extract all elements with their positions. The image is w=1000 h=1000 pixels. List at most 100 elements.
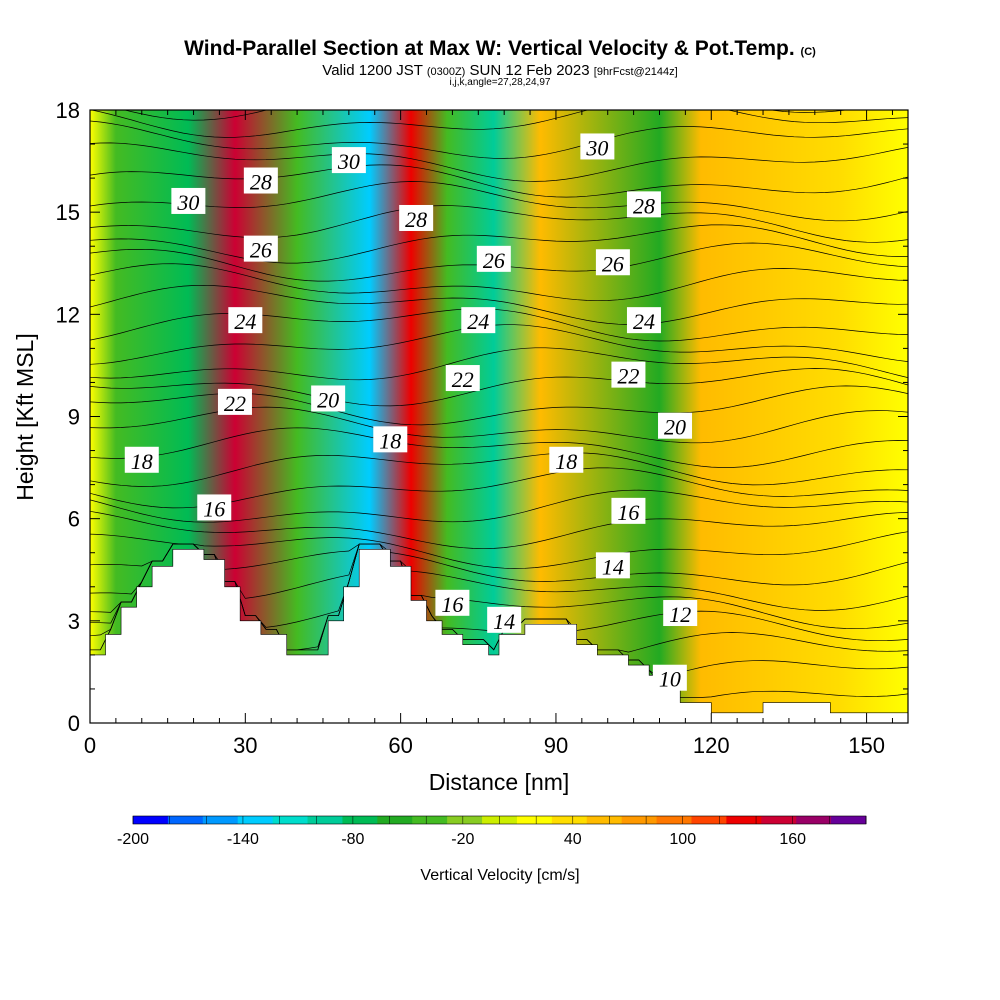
contour-label-bg — [399, 204, 434, 231]
colorbar-tick-label: 40 — [564, 831, 582, 848]
chart-indices: i,j,k,angle=27,28,24,97 — [449, 77, 551, 88]
colorbar-swatch — [133, 816, 169, 824]
contour-label-text: 12 — [669, 602, 691, 627]
colorbar-swatch — [551, 816, 588, 824]
contour-label-text: 26 — [602, 251, 624, 276]
contour-label-text: 10 — [659, 667, 681, 692]
contour-label: 18 — [373, 426, 408, 453]
y-tick-label: 15 — [56, 200, 80, 225]
contour-label-bg — [626, 191, 661, 218]
contour-label-bg — [595, 249, 630, 276]
contour-label-bg — [171, 187, 206, 214]
contour-label: 24 — [228, 307, 263, 334]
valid-date: SUN 12 Feb 2023 — [469, 62, 590, 79]
colorbar-tick-label: 100 — [669, 831, 696, 848]
contour-label-text: 24 — [234, 309, 256, 334]
contour-label-bg — [658, 412, 693, 439]
contour-label-bg — [217, 388, 252, 415]
contour-label-text: 22 — [224, 391, 246, 416]
y-tick-label: 12 — [56, 302, 80, 327]
axes: 0 30 60 90 120 150 0 3 6 9 12 15 18 — [56, 98, 908, 758]
colorbar-swatch — [656, 816, 692, 824]
contour-label-bg — [228, 307, 263, 334]
contour-labels: 30 28 26 24 22 20 18 16 30 28 18 26 24 22 16 14 30 28 26 24… — [124, 133, 698, 692]
chart-title: Wind-Parallel Section at Max W: Vertical… — [184, 37, 816, 60]
colorbar-swatch — [167, 816, 204, 824]
colorbar-tick-label: -20 — [451, 831, 474, 848]
colorbar-swatch — [831, 816, 867, 824]
contour-label-text: 28 — [405, 207, 427, 232]
contour-label-bg — [487, 606, 522, 633]
contour-label: 20 — [658, 412, 693, 440]
contour-label-bg — [243, 167, 278, 194]
contour-label: 14 — [595, 552, 630, 579]
theta-contour — [90, 224, 908, 264]
contour-label-text: 28 — [633, 193, 655, 218]
contour-label-bg — [435, 589, 470, 616]
contour-label-text: 26 — [250, 238, 272, 263]
theta-contour — [90, 142, 908, 182]
contour-label-bg — [197, 494, 232, 521]
colorbar-swatch — [691, 816, 727, 824]
theta-contour — [90, 347, 908, 381]
valid-utc: (0300Z) — [426, 66, 466, 78]
contour-label-text: 30 — [585, 135, 608, 160]
colorbar-tick-label: -140 — [227, 831, 259, 848]
theta-contour — [90, 110, 908, 138]
y-tick-label: 0 — [68, 711, 80, 736]
contour-label: 22 — [445, 365, 480, 392]
colorbar-swatch — [621, 816, 658, 824]
contour-label: 28 — [243, 167, 278, 195]
contour-label-bg — [611, 361, 646, 388]
contour-label-bg — [311, 385, 346, 412]
contour-label-text: 18 — [555, 449, 577, 474]
theta-contour — [90, 120, 908, 159]
valid-time: Valid 1200 JST — [322, 62, 423, 79]
theta-contour — [90, 284, 908, 325]
colorbar-swatch — [342, 816, 378, 824]
colorbar-swatch — [377, 816, 413, 824]
contour-label: 30 — [580, 133, 615, 160]
contour-label: 22 — [217, 388, 252, 416]
contour-label: 18 — [549, 446, 584, 474]
theta-contour — [90, 489, 908, 523]
x-tick-label: 30 — [233, 733, 257, 758]
theta-contour — [90, 368, 908, 407]
y-axis-label: Height [Kft MSL] — [12, 333, 38, 500]
contour-label-text: 26 — [483, 248, 505, 273]
contour-label: 10 — [652, 664, 687, 692]
plot-area: 30 28 26 24 22 20 18 16 30 28 18 26 24 22 16 14 30 28 26 24… — [90, 110, 908, 723]
contour-label-bg — [373, 426, 408, 453]
colorbar-swatch — [307, 816, 343, 824]
contour-label-bg — [331, 147, 366, 174]
colorbar-swatch — [796, 816, 832, 824]
contour-label: 28 — [399, 204, 434, 232]
contour-label: 26 — [595, 249, 630, 276]
colorbar-swatch — [447, 816, 483, 824]
contour-label-text: 20 — [664, 415, 686, 440]
contour-label-text: 18 — [379, 428, 401, 453]
colorbar-swatch — [412, 816, 448, 824]
x-tick-label: 150 — [848, 733, 885, 758]
colorbar-swatch — [202, 816, 239, 824]
y-tick-label: 18 — [56, 98, 80, 123]
contour-label-text: 22 — [617, 364, 639, 389]
contour-label: 26 — [476, 245, 511, 273]
contour-label-text: 24 — [467, 309, 489, 334]
colorbar-tick-label: 160 — [779, 831, 806, 848]
contour-label: 24 — [461, 307, 496, 334]
contour-label: 24 — [626, 307, 661, 334]
colorbar-swatch — [272, 816, 309, 824]
contour-label-text: 14 — [493, 609, 515, 634]
colorbar-swatch — [237, 816, 274, 824]
contour-label: 16 — [435, 589, 470, 617]
colorbar-label: Vertical Velocity [cm/s] — [420, 867, 579, 884]
contour-label-text: 22 — [452, 367, 474, 392]
colorbar: -200 -140 -80 -20 40 100 160 — [117, 815, 867, 848]
theta-contour — [90, 543, 908, 611]
contour-label: 16 — [197, 494, 232, 521]
contour-label: 30 — [331, 147, 366, 174]
x-tick-label: 0 — [84, 733, 96, 758]
x-tick-label: 60 — [388, 733, 412, 758]
contour-label: 16 — [611, 497, 646, 525]
